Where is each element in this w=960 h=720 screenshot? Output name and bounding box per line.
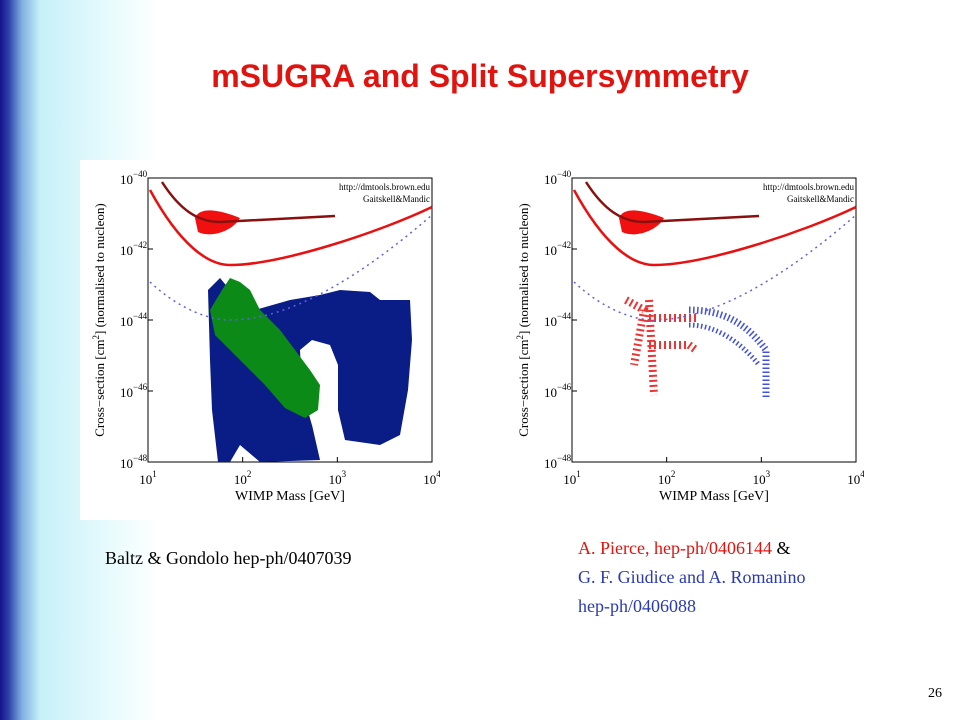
tick-exp: −42 bbox=[557, 240, 571, 250]
figure: 101 102 103 10410−4010−4210−4410−4610−48WIM… bbox=[80, 160, 440, 520]
x-tick-label: 101 bbox=[139, 469, 157, 487]
y-axis-label: Cross−section [cm2] (normalised to nucle… bbox=[515, 203, 531, 437]
y-tick-label: 10−44 bbox=[120, 311, 148, 329]
credit: Gaitskell&Mandic bbox=[787, 194, 854, 204]
tick-exp: −42 bbox=[133, 240, 147, 250]
tick-base: 10 bbox=[234, 472, 247, 487]
x-axis-label: WIMP Mass [GeV] bbox=[235, 489, 345, 504]
tick-base: 10 bbox=[544, 314, 557, 329]
tick-exp: −40 bbox=[557, 169, 572, 179]
tick-exp: −46 bbox=[133, 382, 148, 392]
tick-exp: 3 bbox=[766, 469, 771, 479]
caption: G. F. Giudice and A. Romanino bbox=[578, 567, 806, 587]
limit-curve bbox=[572, 189, 857, 267]
limit-curve bbox=[160, 181, 336, 224]
tick-exp: 2 bbox=[671, 469, 676, 479]
tick-base: 10 bbox=[120, 456, 133, 471]
plot-frame bbox=[571, 177, 857, 463]
label-part: Cross−section [cm bbox=[516, 340, 531, 437]
x-tick-label: 102 bbox=[234, 469, 252, 487]
y-tick-label: 10−44 bbox=[544, 311, 572, 329]
figure: 101 102 103 10410−4010−4210−4410−4610−48WIM… bbox=[504, 160, 864, 520]
caption: A. Pierce, hep-ph/0406144 & bbox=[578, 538, 790, 559]
credit: http://dmtools.brown.edu bbox=[339, 182, 430, 192]
x-tick-label: 102 bbox=[658, 469, 676, 487]
tick-base: 10 bbox=[658, 472, 671, 487]
tick-exp: −40 bbox=[133, 169, 148, 179]
y-tick-label: 10−42 bbox=[544, 240, 571, 258]
tick-exp: −48 bbox=[133, 453, 148, 463]
x-axis-label: WIMP Mass [GeV] bbox=[659, 489, 769, 504]
label-sup: 2 bbox=[91, 335, 101, 340]
y-axis-label: Cross−section [cm2] (normalised to nucle… bbox=[91, 203, 107, 437]
blue-points bbox=[688, 306, 770, 397]
tick-base: 10 bbox=[544, 172, 557, 187]
tick-exp: −44 bbox=[557, 311, 572, 321]
limit-curve bbox=[148, 189, 433, 267]
tick-base: 10 bbox=[544, 456, 557, 471]
slide-title: mSUGRA and Split Supersymmetry bbox=[211, 58, 749, 94]
tick-base: 10 bbox=[544, 243, 557, 258]
tick-base: 10 bbox=[120, 314, 133, 329]
x-tick-label: 101 bbox=[563, 469, 581, 487]
tick-base: 10 bbox=[423, 472, 436, 487]
x-tick-label: 103 bbox=[329, 469, 347, 487]
credit: http://dmtools.brown.edu bbox=[763, 182, 854, 192]
label-part: ] (normalised to nucleon) bbox=[92, 203, 107, 335]
tick-base: 10 bbox=[139, 472, 152, 487]
y-tick-label: 10−48 bbox=[544, 453, 572, 471]
tick-exp: −46 bbox=[557, 382, 572, 392]
y-tick-label: 10−46 bbox=[544, 382, 572, 400]
y-tick-label: 10−40 bbox=[544, 169, 572, 187]
tick-base: 10 bbox=[329, 472, 342, 487]
caption: hep-ph/0406088 bbox=[578, 596, 696, 616]
y-tick-label: 10−42 bbox=[120, 240, 147, 258]
limit-curve bbox=[584, 181, 760, 224]
tick-exp: 4 bbox=[436, 469, 440, 479]
credit: Gaitskell&Mandic bbox=[363, 194, 430, 204]
tick-base: 10 bbox=[753, 472, 766, 487]
tick-exp: −48 bbox=[557, 453, 572, 463]
red-points bbox=[624, 296, 699, 396]
page-number: 26 bbox=[928, 686, 942, 701]
label-part: ] (normalised to nucleon) bbox=[516, 203, 531, 335]
tick-exp: 1 bbox=[152, 469, 157, 479]
x-tick-label: 103 bbox=[753, 469, 771, 487]
projection-curve bbox=[573, 214, 857, 321]
tick-base: 10 bbox=[120, 243, 133, 258]
joiner: & bbox=[776, 538, 791, 558]
tick-base: 10 bbox=[847, 472, 860, 487]
label-sup: 2 bbox=[515, 335, 525, 340]
green-region bbox=[210, 278, 320, 418]
label-part: Cross−section [cm bbox=[92, 340, 107, 437]
tick-base: 10 bbox=[544, 385, 557, 400]
tick-base: 10 bbox=[563, 472, 576, 487]
tick-exp: 4 bbox=[860, 469, 864, 479]
x-tick-label: 104 bbox=[423, 469, 440, 487]
reference: A. Pierce, hep-ph/0406144 bbox=[578, 538, 772, 558]
y-tick-label: 10−40 bbox=[120, 169, 148, 187]
tick-base: 10 bbox=[120, 385, 133, 400]
tick-exp: 3 bbox=[342, 469, 347, 479]
y-tick-label: 10−46 bbox=[120, 382, 148, 400]
x-tick-label: 104 bbox=[847, 469, 864, 487]
tick-exp: 1 bbox=[576, 469, 581, 479]
tick-exp: 2 bbox=[247, 469, 252, 479]
y-tick-label: 10−48 bbox=[120, 453, 148, 471]
caption: Baltz & Gondolo hep-ph/0407039 bbox=[105, 548, 352, 568]
tick-base: 10 bbox=[120, 172, 133, 187]
tick-exp: −44 bbox=[133, 311, 148, 321]
projection-curve bbox=[149, 214, 433, 321]
